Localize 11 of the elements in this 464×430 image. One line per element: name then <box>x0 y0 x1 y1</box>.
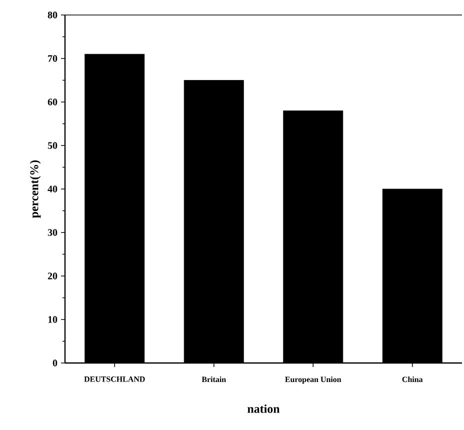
y-tick-label: 70 <box>48 55 58 62</box>
y-tick-label: 0 <box>52 360 58 366</box>
y-tick-label: 40 <box>48 186 58 192</box>
y-tick-label: 80 <box>48 12 58 18</box>
y-axis-title: percent(%) <box>30 160 41 218</box>
y-tick-label: 60 <box>48 98 58 106</box>
x-axis-title: nation <box>248 404 280 413</box>
y-tick-label: 50 <box>48 142 58 149</box>
y-tick-label: 30 <box>48 229 58 236</box>
y-tick-label: 10 <box>48 316 58 323</box>
y-tick-label: 20 <box>48 272 58 280</box>
